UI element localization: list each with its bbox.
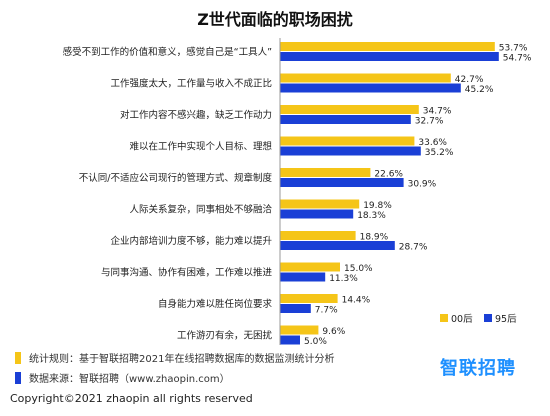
bar-gen95	[280, 241, 395, 250]
chart-plot: 感受不到工作的价值和意义，感觉自己是“工具人” 53.7%54.7% 工作强度太大，…	[63, 38, 532, 345]
bar-gen00	[280, 294, 338, 303]
data-label: 33.6%	[418, 138, 447, 148]
data-label: 30.9%	[408, 180, 437, 190]
legend-swatch	[440, 314, 448, 322]
bar-gen95	[280, 52, 499, 61]
data-label: 9.6%	[322, 327, 345, 337]
category-label: 工作游刃有余，无困扰	[177, 330, 273, 342]
bar-gen95	[280, 83, 461, 93]
bar-gen95	[280, 335, 300, 345]
data-label: 45.2%	[465, 85, 494, 95]
bar-gen00	[280, 325, 319, 335]
note-marker-blue	[15, 371, 21, 384]
bar-gen95	[280, 146, 421, 156]
category-label: 企业内部培训力度不够，能力难以提升	[110, 235, 272, 247]
note-stat-rule: 统计规则：基于智联招聘2021年在线招聘数据库的数据监测统计分析	[15, 350, 334, 365]
bar-gen95	[280, 304, 311, 313]
category-label: 与同事沟通、协作有困难，工作难以推进	[101, 267, 273, 279]
data-label: 53.7%	[499, 44, 528, 54]
bar-gen95	[280, 209, 354, 219]
bar-gen00	[280, 136, 415, 146]
data-label: 35.2%	[425, 148, 454, 158]
bar-gen00	[280, 73, 451, 83]
bar-gen00	[280, 262, 340, 272]
bar-gen00	[280, 231, 356, 240]
data-label: 7.7%	[315, 306, 338, 316]
data-label: 34.7%	[423, 107, 452, 117]
note-marker-yellow	[15, 351, 21, 364]
data-label: 42.7%	[455, 75, 484, 85]
note-data-source-text: 数据来源：智联招聘（www.zhaopin.com）	[29, 374, 230, 385]
data-label: 32.7%	[415, 117, 444, 127]
bar-gen95	[280, 115, 411, 124]
category-label: 工作强度太大，工作量与收入不成正比	[110, 78, 272, 90]
bar-gen00	[280, 42, 495, 51]
category-label: 感受不到工作的价值和意义，感觉自己是“工具人”	[63, 46, 272, 58]
chart-title: Z世代面临的职场困扰	[197, 10, 353, 29]
note-data-source: 数据来源：智联招聘（www.zhaopin.com）	[15, 370, 230, 385]
bar-gen95	[280, 272, 326, 282]
category-label: 难以在工作中实现个人目标、理想	[129, 141, 272, 153]
data-label: 54.7%	[503, 54, 532, 64]
legend-label: 00后	[451, 314, 473, 325]
brand-logo: 智联招聘	[440, 358, 516, 379]
data-label: 22.6%	[374, 170, 403, 180]
data-label: 14.4%	[342, 296, 371, 306]
category-label: 不认同/不适应公司现行的管理方式、规章制度	[79, 172, 273, 184]
data-label: 5.0%	[304, 337, 327, 345]
data-label: 19.8%	[363, 201, 392, 211]
category-label: 对工作内容不感兴趣，缺乏工作动力	[120, 109, 272, 121]
data-label: 28.7%	[399, 243, 428, 253]
bar-gen95	[280, 178, 404, 187]
data-label: 15.0%	[344, 264, 373, 274]
note-stat-rule-text: 统计规则：基于智联招聘2021年在线招聘数据库的数据监测统计分析	[29, 354, 335, 365]
data-label: 18.3%	[357, 211, 386, 221]
bar-gen00	[280, 168, 371, 177]
category-label: 人际关系复杂，同事相处不够融洽	[129, 204, 272, 216]
legend-label: 95后	[495, 314, 517, 325]
category-label: 自身能力难以胜任岗位要求	[158, 298, 273, 310]
bar-gen00	[280, 199, 360, 209]
legend-swatch	[484, 314, 492, 322]
data-label: 18.9%	[360, 233, 389, 243]
copyright-text: Copyright©2021 zhaopin all rights reserv…	[10, 392, 253, 405]
bar-gen00	[280, 105, 419, 114]
data-label: 11.3%	[329, 274, 358, 284]
